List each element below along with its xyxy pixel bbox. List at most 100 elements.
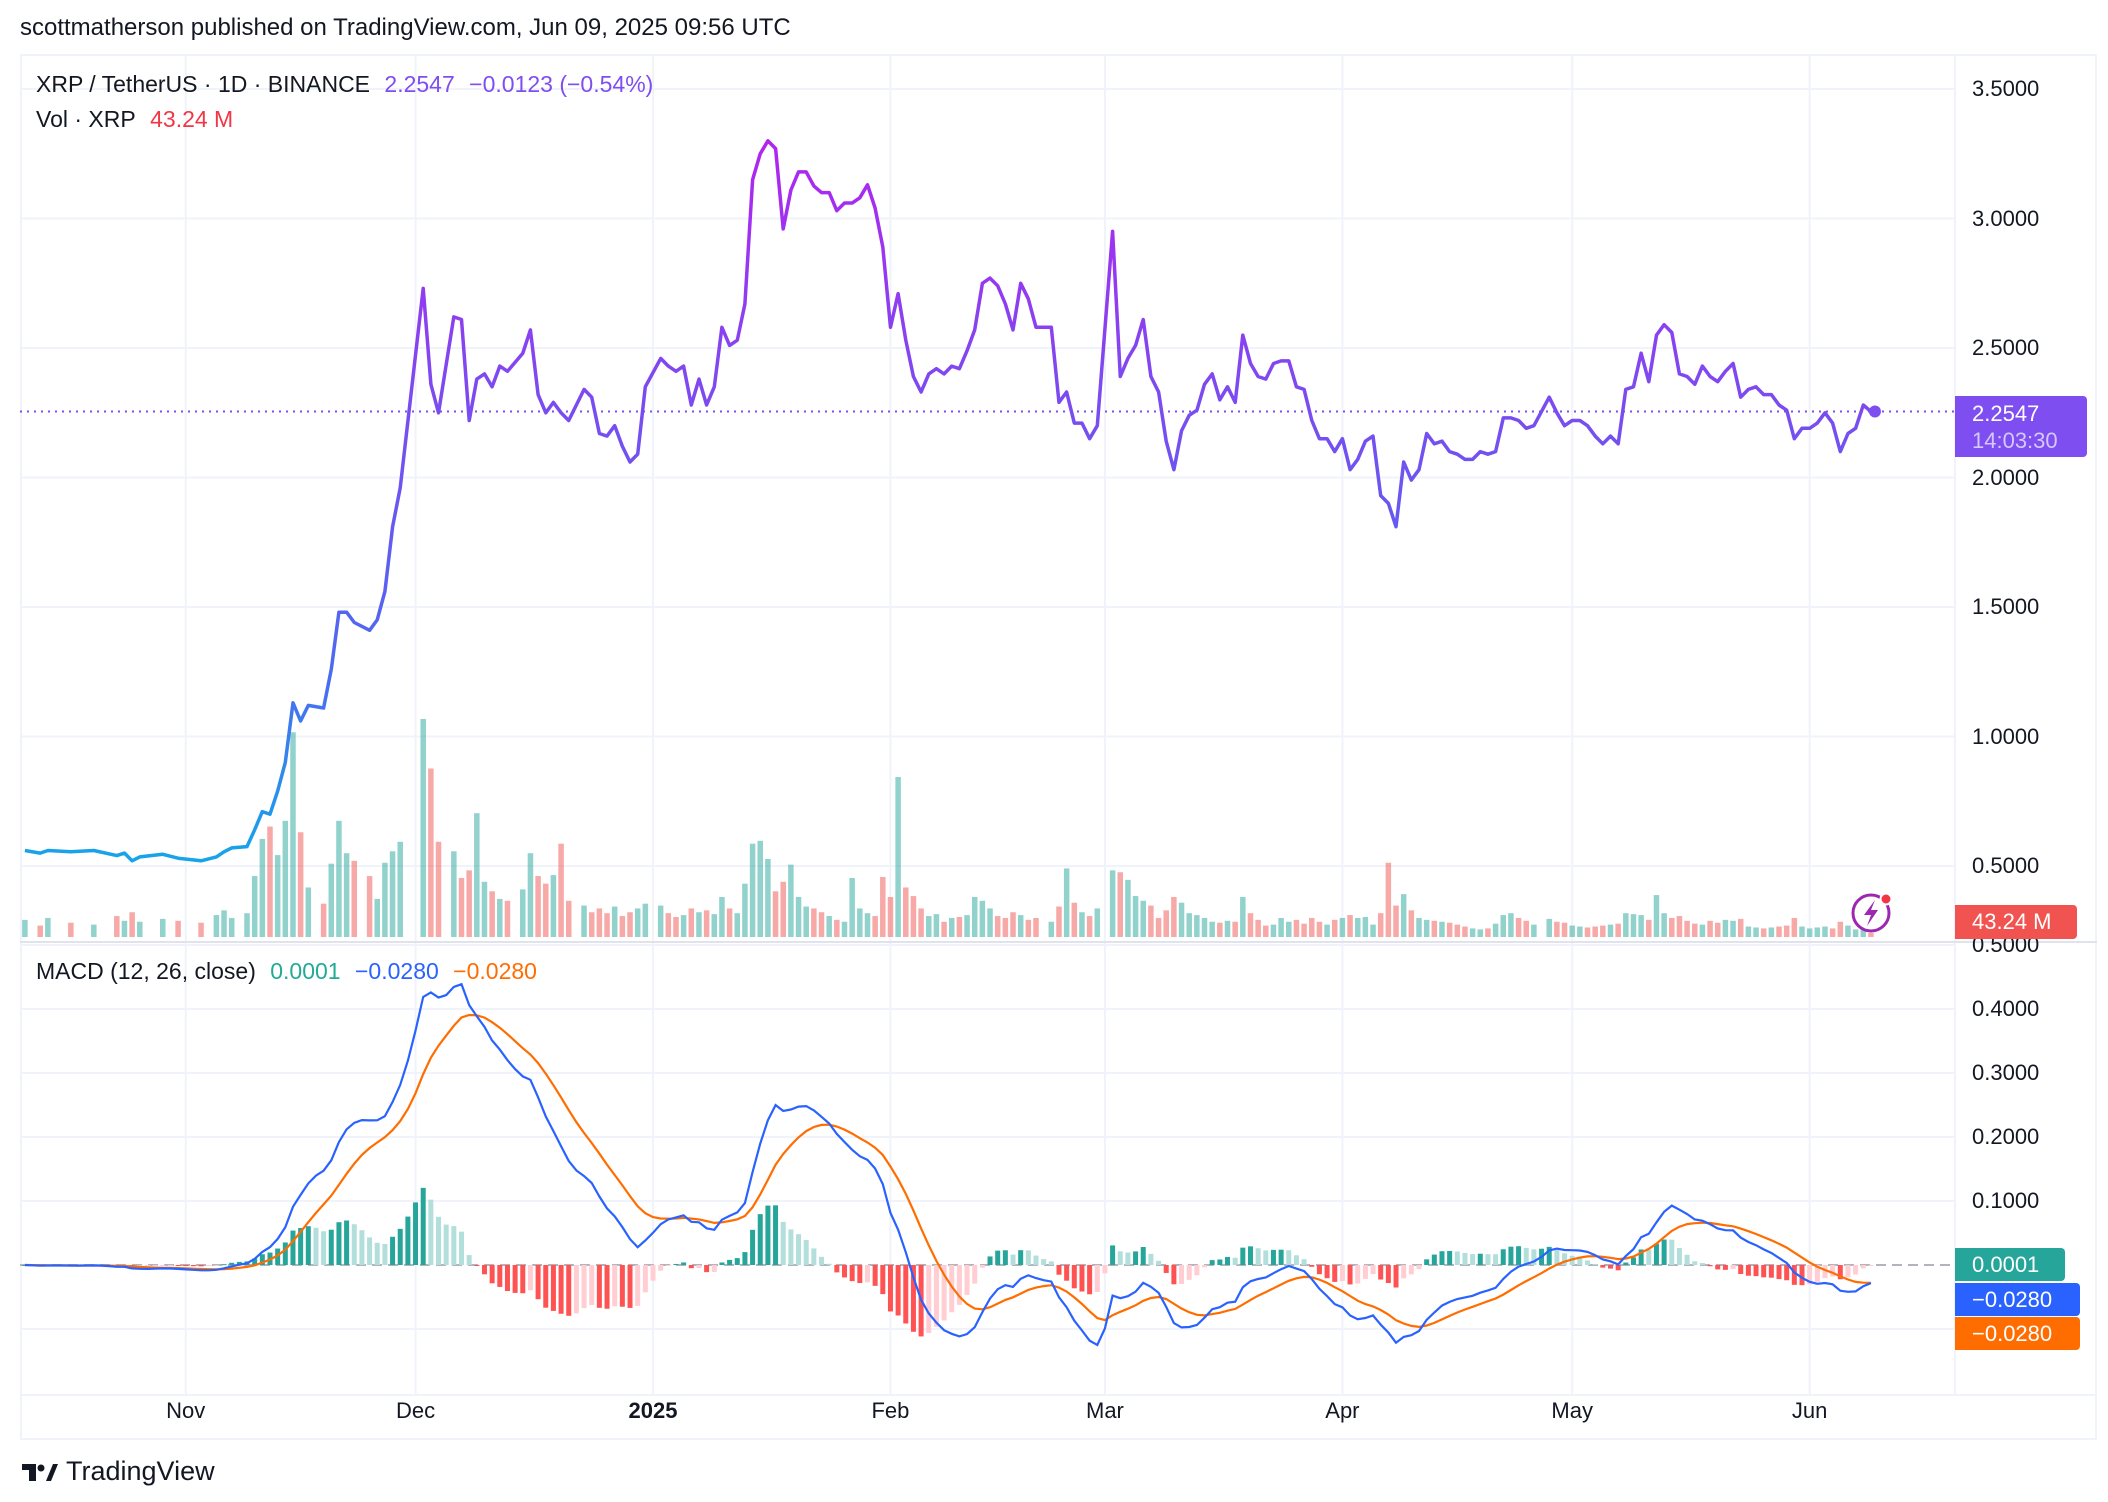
macd-histogram-bar	[964, 1265, 970, 1295]
volume-value: 43.24 M	[150, 106, 234, 132]
volume-bar	[742, 883, 748, 937]
macd-histogram-bar	[773, 1205, 779, 1265]
volume-bar	[1148, 905, 1154, 937]
macd-histogram-bar	[887, 1265, 893, 1312]
price-axis-label: 3.5000	[1972, 76, 2040, 101]
volume-bar	[558, 843, 564, 937]
price-axis-label: 1.5000	[1972, 594, 2040, 619]
volume-bar	[290, 732, 296, 937]
volume-bar	[37, 925, 43, 937]
volume-bar	[680, 915, 687, 937]
volume-bar	[1109, 870, 1116, 937]
last-price-dot	[1868, 405, 1881, 418]
macd-histogram-bar	[1653, 1243, 1659, 1265]
volume-bar	[734, 913, 741, 937]
macd-histogram-bar	[1592, 1264, 1598, 1266]
macd-histogram-bar	[949, 1265, 955, 1313]
volume-bar	[765, 858, 771, 937]
volume-bar	[1515, 917, 1522, 937]
macd-histogram-bar	[504, 1265, 510, 1292]
volume-legend[interactable]: Vol · XRP 43.24 M	[36, 106, 241, 133]
volume-bar	[1676, 916, 1683, 937]
volume-bar	[45, 917, 51, 937]
macd-histogram-bar	[1630, 1257, 1636, 1265]
macd-histogram-bar	[650, 1265, 656, 1281]
macd-histogram-bar	[489, 1265, 495, 1284]
macd-histogram-bar	[1830, 1265, 1836, 1277]
macd-histogram-bar	[236, 1261, 242, 1265]
macd-axis-label: 0.2000	[1972, 1124, 2040, 1149]
macd-histogram-bar	[351, 1224, 357, 1265]
volume-bar	[1270, 924, 1277, 937]
macd-histogram-bar	[1408, 1265, 1414, 1275]
macd-histogram-bar	[719, 1262, 725, 1265]
macd-histogram-bar	[413, 1202, 419, 1265]
volume-bar	[1201, 917, 1208, 937]
macd-histogram-bar	[681, 1262, 687, 1265]
volume-bars	[22, 718, 1874, 937]
macd-line	[24, 982, 1872, 1347]
macd-histogram-bar	[1646, 1249, 1652, 1265]
macd-histogram-bar	[1385, 1265, 1391, 1284]
macd-histogram-bar	[711, 1265, 717, 1272]
macd-histogram-bar	[1669, 1239, 1675, 1265]
volume-bar	[543, 883, 549, 937]
macd-histogram-bar	[1048, 1261, 1054, 1265]
volume-bar	[137, 921, 143, 937]
volume-bar	[336, 820, 342, 937]
macd-histogram-bar	[1286, 1250, 1292, 1265]
volume-bar	[1592, 926, 1598, 937]
volume-bar	[1737, 918, 1744, 937]
symbol-legend[interactable]: XRP / TetherUS · 1D · BINANCE 2.2547 −0.…	[36, 71, 661, 98]
macd-histogram-bar	[1600, 1265, 1606, 1268]
volume-bar	[948, 917, 955, 937]
macd-histogram-bar	[252, 1258, 258, 1265]
chart-frame	[20, 54, 2097, 1440]
macd-histogram-bar	[359, 1230, 365, 1265]
price-series	[20, 139, 1955, 863]
volume-bar	[535, 876, 541, 937]
macd-histogram-bar	[474, 1265, 480, 1267]
volume-bar	[1469, 928, 1476, 937]
macd-histogram-bar	[872, 1265, 878, 1286]
macd-histogram-bar	[1500, 1249, 1506, 1265]
macd-histogram-bar	[688, 1265, 694, 1269]
macd-histogram-bar	[190, 1265, 196, 1267]
macd-signal-line	[24, 1013, 1871, 1329]
price-line	[24, 139, 1873, 863]
macd-histogram-bar	[1041, 1259, 1047, 1265]
macd-histogram-bar	[704, 1265, 710, 1273]
volume-bar	[527, 853, 534, 937]
volume-bar	[1584, 927, 1591, 937]
macd-histogram-bar	[290, 1230, 296, 1265]
volume-bar	[627, 912, 633, 937]
volume-bar	[719, 897, 725, 937]
volume-bar	[497, 898, 503, 937]
macd-legend[interactable]: MACD (12, 26, close) 0.0001 −0.0280 −0.0…	[36, 958, 545, 985]
macd-histogram-bar	[1799, 1265, 1805, 1286]
volume-bar	[864, 913, 871, 937]
time-axis-label: Jun	[1791, 1398, 1828, 1423]
lightning-icon[interactable]	[1851, 892, 1893, 933]
volume-bar	[244, 913, 250, 937]
tradingview-logo[interactable]: TradingView	[22, 1456, 215, 1487]
macd-histogram-bar	[1447, 1250, 1453, 1265]
macd-histogram-bar	[221, 1264, 227, 1266]
macd-histogram-bar	[535, 1265, 541, 1300]
volume-bar	[987, 908, 993, 937]
volume-bar	[565, 900, 572, 937]
volume-bar	[1079, 912, 1085, 937]
volume-label: Vol · XRP	[36, 106, 136, 132]
volume-bar	[1623, 913, 1629, 937]
macd-histogram-bar	[1324, 1265, 1330, 1279]
volume-bar	[1684, 920, 1690, 937]
macd-histogram-bar	[1339, 1265, 1345, 1282]
volume-bar	[1002, 917, 1009, 937]
macd-histogram-bar	[1462, 1252, 1468, 1265]
volume-bar	[1331, 919, 1338, 937]
volume-bar	[228, 917, 235, 937]
volume-bar	[1707, 920, 1713, 937]
volume-bar	[1316, 921, 1323, 937]
macd-histogram-bar	[834, 1265, 840, 1273]
